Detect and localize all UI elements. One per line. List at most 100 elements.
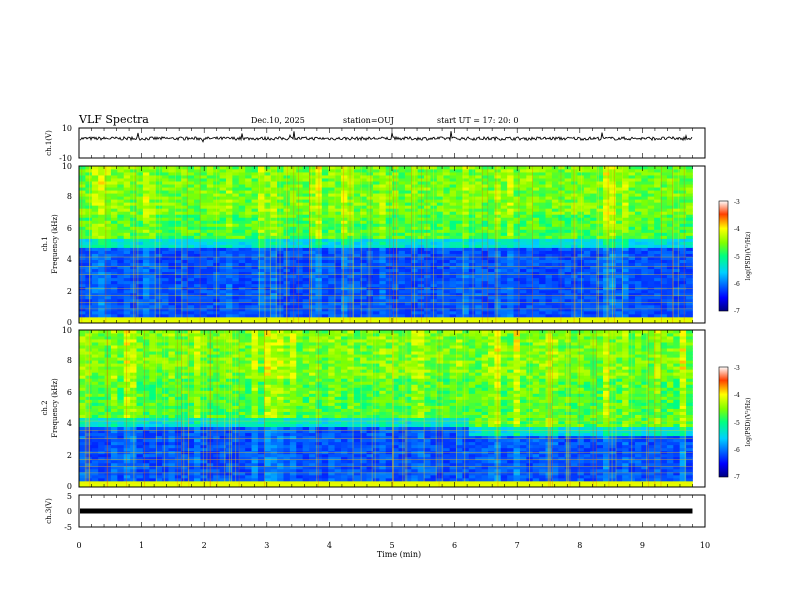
spectrogram-cell <box>507 205 514 209</box>
spectrogram-cell <box>309 262 316 267</box>
spectrogram-cell <box>245 313 252 318</box>
spectrogram-cell <box>673 301 681 306</box>
spectrogram-cell <box>654 178 661 182</box>
spectrogram-cell <box>673 262 681 267</box>
spectrogram-cell <box>168 247 176 251</box>
spectrogram-cell <box>200 214 208 218</box>
spectrogram-cell <box>500 223 508 227</box>
spectrogram-cell <box>456 241 463 245</box>
spectrogram-cell <box>341 190 348 194</box>
spectrogram-cell <box>225 205 233 209</box>
spectrogram-cell <box>283 274 291 279</box>
spectrogram-cell <box>347 259 355 264</box>
spectrogram-cell <box>194 187 201 191</box>
spectrogram-cell <box>194 265 201 270</box>
spectrogram-cell <box>174 187 182 191</box>
spectrogram-cell <box>264 307 272 312</box>
spectrogram-cell <box>328 199 336 203</box>
spectrogram-cell <box>289 283 297 288</box>
spectrogram-cell <box>168 199 176 203</box>
spectrogram-cell <box>206 250 214 254</box>
spectrogram-cell <box>436 307 444 312</box>
spectrogram-cell <box>257 229 265 233</box>
spectrogram-cell <box>564 301 572 306</box>
spectrogram-cell <box>590 253 598 257</box>
spectrogram-cell <box>513 178 521 182</box>
spectrogram-cell <box>213 283 220 288</box>
spectrogram-cell <box>136 241 144 245</box>
spectrogram-cell <box>545 292 553 297</box>
spectrogram-cell <box>430 271 438 276</box>
spectrogram-cell <box>551 202 559 206</box>
spectrogram-cell <box>462 259 470 264</box>
spectrogram-cell <box>526 202 534 206</box>
spectrogram-cell <box>289 289 297 294</box>
spectrogram-cell <box>181 205 189 209</box>
spectrogram-cell <box>660 268 668 273</box>
spectrogram-cell <box>245 235 252 239</box>
spectrogram-cell <box>277 265 284 270</box>
spectrogram-cell <box>545 229 553 233</box>
spectrogram-cell <box>142 202 150 206</box>
spectrogram-cell <box>660 295 668 300</box>
spectrogram-cell <box>379 208 387 212</box>
spectrogram-cell <box>628 268 636 273</box>
spectrogram-cell <box>315 295 323 300</box>
spectrogram-cell <box>603 235 610 239</box>
spectrogram-cell <box>104 217 112 221</box>
spectrogram-cell <box>79 280 86 285</box>
spectrogram-cell <box>206 283 214 288</box>
spectrogram-cell <box>468 247 476 251</box>
spectrogram-cell <box>647 187 655 191</box>
spectrogram-cell <box>162 310 169 315</box>
spectrogram-cell <box>149 292 157 297</box>
spectrogram-cell <box>149 220 157 224</box>
spectrogram-cell <box>200 265 208 270</box>
spectrogram-cell <box>257 241 265 245</box>
spectrogram-cell <box>551 262 559 267</box>
spectrogram-cell <box>539 316 546 321</box>
spectrogram-cell <box>539 244 546 248</box>
spectrogram-cell <box>609 268 617 273</box>
spectrogram-cell <box>213 268 220 273</box>
spectrogram-cell <box>481 226 489 230</box>
spectrogram-cell <box>334 178 342 182</box>
spectrogram-cell <box>136 256 144 260</box>
spectrogram-cell <box>321 280 329 285</box>
spectrogram-cell <box>277 202 284 206</box>
spectrogram-cell <box>277 271 284 276</box>
spectrogram-cell <box>174 166 182 170</box>
spectrogram-cell <box>392 232 399 236</box>
spectrogram-cell <box>558 307 566 312</box>
spectrogram-cell <box>404 271 412 276</box>
spectrogram-cell <box>551 208 559 212</box>
spectrogram-cell <box>634 184 642 188</box>
spectrogram-cell <box>385 178 393 182</box>
spectrogram-cell <box>225 304 233 309</box>
spectrogram-cell <box>666 202 674 206</box>
spectrogram-cell <box>430 226 438 230</box>
spectrogram-cell <box>411 235 419 239</box>
spectrogram-cell <box>353 253 361 257</box>
spectrogram-cell <box>615 262 623 267</box>
spectrogram-cell <box>206 292 214 297</box>
spectrogram-cell <box>443 250 451 254</box>
spectrogram-cell <box>577 208 585 212</box>
spectrogram-cell <box>360 253 367 257</box>
spectrogram-cell <box>334 259 342 264</box>
spectrogram-cell <box>424 199 431 203</box>
spectrogram-cell <box>85 271 93 276</box>
spectrogram-cell <box>577 169 585 173</box>
spectrogram-cell <box>104 196 112 200</box>
spectrogram-cell <box>583 193 591 197</box>
spectrogram-cell <box>91 178 99 182</box>
spectrogram-cell <box>468 265 476 270</box>
spectrogram-cell <box>487 289 495 294</box>
spectrogram-cell <box>353 268 361 273</box>
ch1-waveform-axis-label: ch.1(V) <box>45 130 53 156</box>
spectrogram-cell <box>321 211 329 215</box>
spectrogram-cell <box>424 166 431 170</box>
spectrogram-cell <box>507 292 514 297</box>
spectrogram-cell <box>673 202 681 206</box>
spectrogram-cell <box>155 196 163 200</box>
